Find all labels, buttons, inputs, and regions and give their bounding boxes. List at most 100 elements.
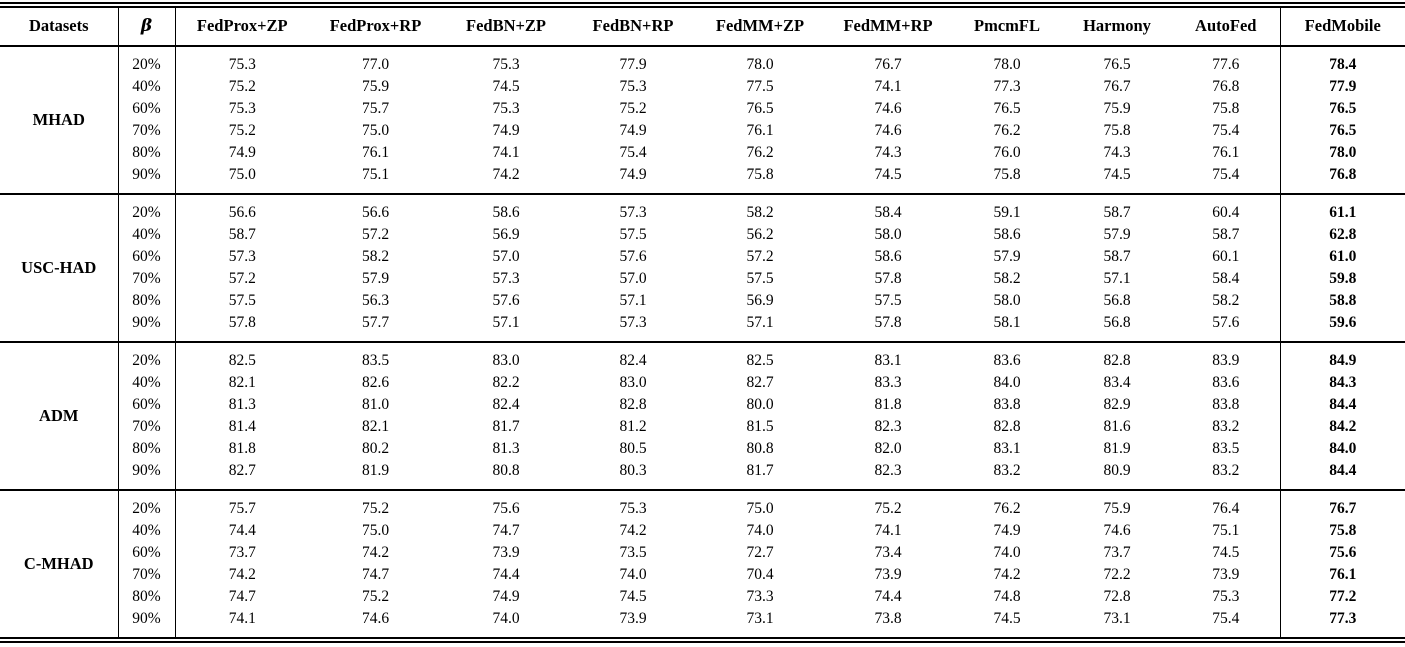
table-row: 60% 81.3 81.0 82.4 82.8 80.0 81.8 83.8 82.9 83.8 8…: [0, 394, 1405, 416]
value-cell-harmony: 56.8: [1103, 292, 1131, 309]
beta-cell: 60%: [118, 246, 176, 268]
value-cell-autofed: 60.4: [1172, 194, 1281, 224]
value-cell-fedmm-rp: 73.8: [874, 610, 902, 627]
beta-cell: 60%: [118, 98, 176, 120]
value-cell-fedbn-zp: 75.3: [492, 100, 520, 117]
value-cell-pmcmfl: 76.5: [993, 100, 1021, 117]
value-cell-fedbn-zp: 81.7: [492, 418, 520, 435]
value-cell-harmony: 56.8: [1103, 314, 1131, 331]
value-cell-pmcmfl: 58.1: [993, 314, 1021, 331]
value-cell-fedprox-zp: 56.6: [228, 204, 256, 221]
value-cell-pmcmfl: 75.8: [993, 166, 1021, 183]
value-cell-fedmm-zp: 75.0: [746, 500, 774, 517]
beta-cell: 90%: [118, 608, 176, 640]
value-cell-fedmm-rp: 74.1: [874, 78, 902, 95]
value-cell-fedmm-zp: 56.9: [746, 292, 774, 309]
value-cell-pmcmfl: 58.0: [993, 292, 1021, 309]
beta-cell: 80%: [118, 290, 176, 312]
value-cell-fedmm-zp: 82.7: [746, 374, 774, 391]
value-cell-fedbn-rp: 75.3: [619, 500, 647, 517]
beta-cell: 90%: [118, 460, 176, 490]
value-cell-fedmm-rp: 82.3: [874, 462, 902, 479]
value-cell-fedprox-rp: 57.7: [361, 314, 390, 331]
value-cell-fedprox-zp: 82.1: [228, 374, 256, 391]
value-cell-autofed: 75.1: [1172, 520, 1281, 542]
beta-cell: 60%: [118, 394, 176, 416]
beta-cell: 40%: [118, 520, 176, 542]
beta-cell: 70%: [118, 564, 176, 586]
value-cell-fedbn-zp: 57.6: [492, 292, 520, 309]
value-cell-fedprox-zp: 74.9: [228, 144, 256, 161]
value-cell-fedmm-rp: 58.6: [874, 248, 902, 265]
value-cell-fedprox-zp: 74.2: [228, 566, 256, 583]
value-cell-harmony: 58.7: [1103, 248, 1131, 265]
value-cell-fedprox-zp: 74.4: [228, 522, 256, 539]
value-cell-fedmm-zp: 58.2: [746, 204, 774, 221]
value-cell-autofed: 75.4: [1172, 164, 1281, 194]
value-cell-fedmm-zp: 80.0: [746, 396, 774, 413]
value-cell-fedprox-rp: 81.0: [361, 396, 390, 413]
value-cell-fedmobile: 84.2: [1329, 418, 1357, 435]
value-cell-pmcmfl: 77.3: [993, 78, 1021, 95]
value-cell-fedmm-rp: 57.8: [874, 314, 902, 331]
value-cell-fedbn-rp: 73.9: [619, 610, 647, 627]
value-cell-pmcmfl: 82.8: [993, 418, 1021, 435]
value-cell-autofed: 76.8: [1172, 76, 1281, 98]
value-cell-pmcmfl: 78.0: [993, 56, 1021, 73]
table-row: 40% 82.1 82.6 82.2 83.0 82.7 83.3 84.0 83.4 83.6 8…: [0, 372, 1405, 394]
table-row: USC-HAD 20% 56.6 56.6 58.6 57.3 58.2 58.4 59.1 58…: [0, 194, 1405, 342]
value-cell-fedprox-rp: 57.2: [361, 226, 390, 243]
value-cell-fedprox-zp: 82.7: [228, 462, 256, 479]
value-cell-pmcmfl: 74.9: [993, 522, 1021, 539]
value-cell-autofed: 76.4: [1172, 490, 1281, 520]
beta-cell: 40%: [118, 224, 176, 246]
table-row: 60% 57.3 58.2 57.0 57.6 57.2 58.6 57.9 58.7 60.1 6…: [0, 246, 1405, 268]
col-header-fedmobile: FedMobile: [1280, 5, 1405, 47]
value-cell-fedprox-zp: 57.2: [228, 270, 256, 287]
value-cell-fedprox-zp: 57.5: [228, 292, 256, 309]
value-cell-pmcmfl: 74.5: [993, 610, 1021, 627]
value-cell-fedmm-rp: 76.7: [874, 56, 902, 73]
value-cell-fedbn-rp: 73.5: [619, 544, 647, 561]
beta-cell: 90%: [118, 164, 176, 194]
value-cell-fedmobile: 78.0: [1329, 144, 1357, 161]
value-cell-fedprox-rp: 75.9: [361, 78, 390, 95]
value-cell-fedbn-zp: 74.1: [492, 144, 520, 161]
col-header-autofed: AutoFed: [1172, 5, 1281, 47]
value-cell-fedprox-rp: 56.6: [361, 204, 390, 221]
value-cell-fedprox-zp: 81.3: [228, 396, 256, 413]
value-cell-fedmobile: 75.6: [1329, 544, 1357, 561]
value-cell-fedbn-zp: 75.3: [492, 56, 520, 73]
value-cell-fedbn-zp: 57.1: [492, 314, 520, 331]
value-cell-fedbn-rp: 74.9: [619, 166, 647, 183]
value-cell-autofed: 58.7: [1172, 224, 1281, 246]
dataset-label-mhad: MHAD: [0, 46, 119, 194]
table-row: 40% 75.2 75.9 74.5 75.3 77.5 74.1 77.3 76.7 76.8 7…: [0, 76, 1405, 98]
value-cell-fedmm-rp: 83.1: [874, 352, 902, 369]
value-cell-fedbn-rp: 74.9: [619, 122, 647, 139]
value-cell-fedmm-zp: 70.4: [746, 566, 774, 583]
value-cell-fedbn-zp: 83.0: [492, 352, 520, 369]
table-row: 90% 74.1 74.6 74.0 73.9 73.1 73.8 74.5 73.1 75.4 7…: [0, 608, 1405, 640]
beta-cell: 20%: [118, 46, 176, 76]
value-cell-fedmm-rp: 73.4: [874, 544, 902, 561]
value-cell-harmony: 73.7: [1103, 544, 1131, 561]
value-cell-harmony: 75.9: [1103, 500, 1131, 517]
table-row: 80% 81.8 80.2 81.3 80.5 80.8 82.0 83.1 81.9 83.5 8…: [0, 438, 1405, 460]
col-header-fedbn-zp: FedBN+ZP: [442, 5, 570, 47]
value-cell-fedbn-zp: 74.9: [492, 588, 520, 605]
value-cell-fedbn-rp: 57.3: [619, 204, 647, 221]
value-cell-fedprox-zp: 74.7: [228, 588, 256, 605]
value-cell-fedmm-zp: 75.8: [746, 166, 774, 183]
beta-cell: 40%: [118, 372, 176, 394]
value-cell-fedprox-zp: 73.7: [228, 544, 256, 561]
value-cell-fedbn-zp: 81.3: [492, 440, 520, 457]
table-row: 70% 81.4 82.1 81.7 81.2 81.5 82.3 82.8 81.6 83.2 8…: [0, 416, 1405, 438]
value-cell-pmcmfl: 74.8: [993, 588, 1021, 605]
col-header-pmcmfl: PmcmFL: [952, 5, 1062, 47]
table-row: 40% 58.7 57.2 56.9 57.5 56.2 58.0 58.6 57.9 58.7 6…: [0, 224, 1405, 246]
value-cell-autofed: 77.6: [1172, 46, 1281, 76]
value-cell-harmony: 76.5: [1103, 56, 1131, 73]
value-cell-fedmobile: 75.8: [1329, 522, 1357, 539]
